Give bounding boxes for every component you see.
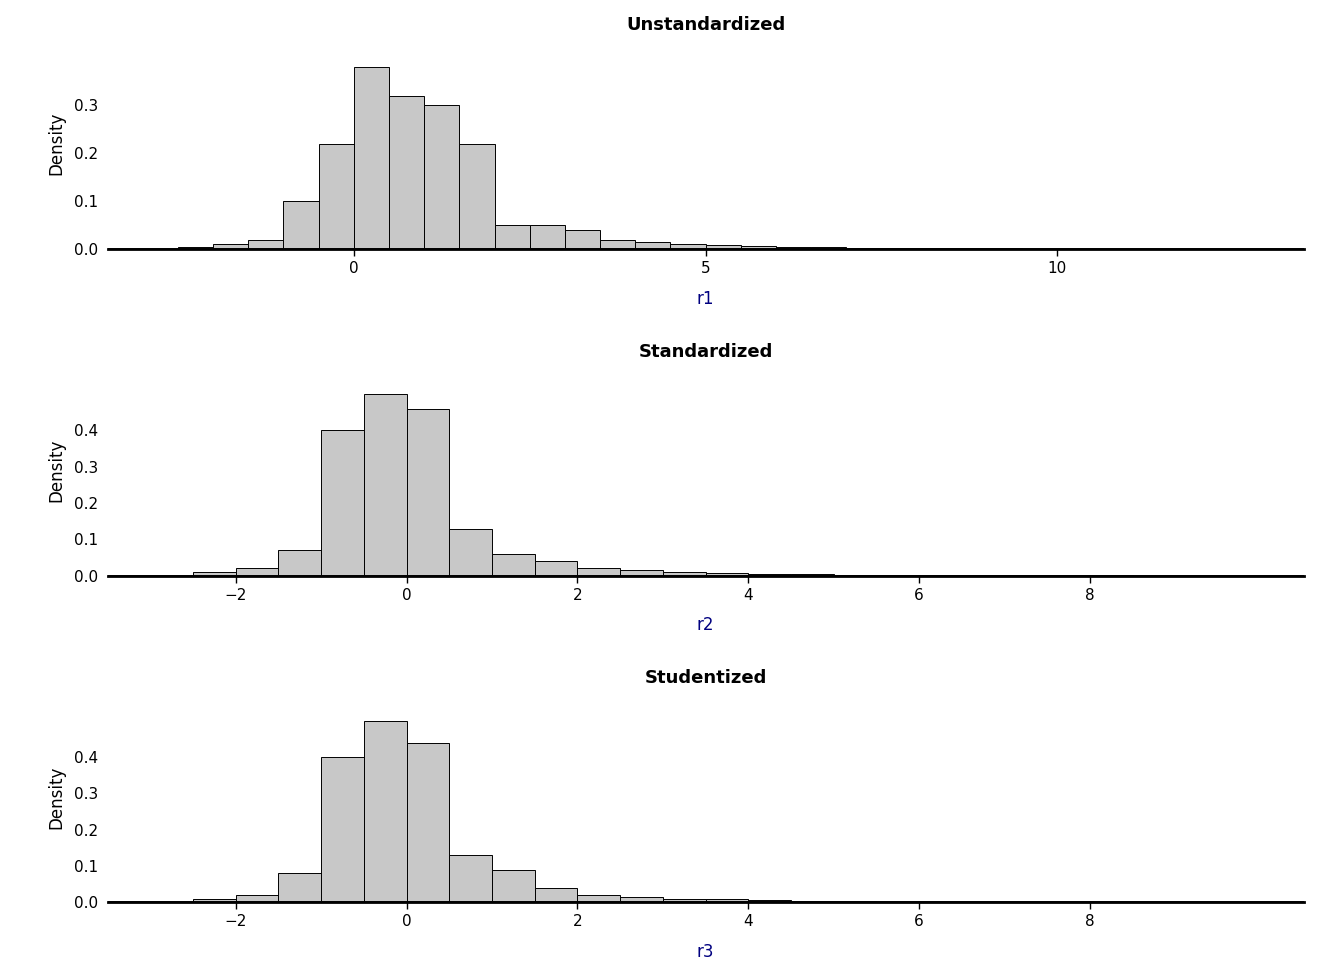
Bar (833, 901, 876, 902)
Bar (278, 874, 321, 902)
Bar (620, 897, 663, 902)
Bar (663, 572, 706, 576)
Bar (564, 230, 599, 250)
Bar (364, 395, 407, 576)
Bar (249, 240, 284, 250)
Bar (792, 900, 833, 902)
Bar (364, 721, 407, 902)
Bar (636, 242, 671, 250)
Bar (495, 226, 530, 250)
Bar (214, 245, 249, 250)
Bar (792, 574, 833, 576)
Bar (882, 248, 917, 250)
Bar (388, 96, 425, 250)
Bar (353, 67, 388, 250)
Bar (833, 575, 876, 576)
Y-axis label: Density: Density (47, 765, 66, 828)
Bar (599, 240, 636, 250)
Bar (406, 742, 449, 902)
Bar (406, 409, 449, 576)
Bar (706, 573, 749, 576)
Bar (194, 572, 235, 576)
Bar (449, 529, 492, 576)
Bar (278, 550, 321, 576)
Bar (706, 900, 749, 902)
Bar (321, 757, 364, 902)
Bar (177, 247, 214, 250)
Bar (620, 570, 663, 576)
Title: Studentized: Studentized (644, 669, 767, 687)
Y-axis label: Density: Density (47, 439, 66, 502)
Bar (492, 554, 535, 576)
Bar (284, 202, 319, 250)
Bar (194, 899, 235, 902)
X-axis label: r3: r3 (696, 943, 715, 960)
Bar (321, 430, 364, 576)
X-axis label: r2: r2 (696, 616, 715, 635)
Bar (449, 855, 492, 902)
Y-axis label: Density: Density (47, 112, 66, 176)
Title: Unstandardized: Unstandardized (626, 16, 785, 34)
Bar (235, 568, 278, 576)
Bar (706, 246, 741, 250)
Bar (847, 248, 882, 250)
Bar (235, 895, 278, 902)
Bar (578, 895, 620, 902)
Bar (812, 248, 847, 250)
Bar (535, 562, 578, 576)
Bar (775, 247, 812, 250)
Bar (741, 247, 775, 250)
Title: Standardized: Standardized (638, 343, 773, 361)
Bar (749, 573, 792, 576)
Bar (492, 870, 535, 902)
Bar (460, 144, 495, 250)
Bar (671, 245, 706, 250)
Bar (535, 888, 578, 902)
Bar (530, 226, 564, 250)
Bar (425, 106, 460, 250)
Bar (749, 900, 792, 902)
X-axis label: r1: r1 (696, 290, 715, 308)
Bar (663, 899, 706, 902)
Bar (578, 568, 620, 576)
Bar (319, 144, 353, 250)
